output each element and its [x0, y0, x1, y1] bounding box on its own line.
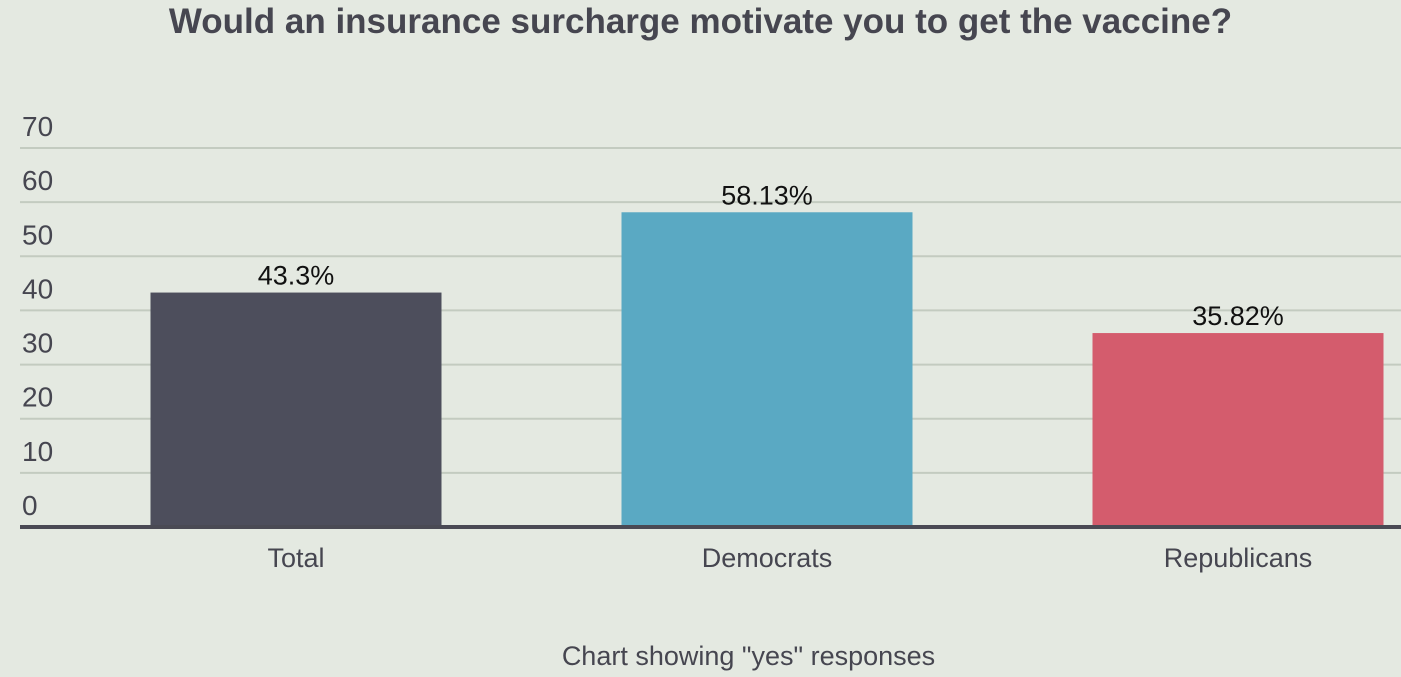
x-axis-ticks: Total Democrats Republicans — [267, 543, 1312, 573]
x-tick-label-total: Total — [267, 543, 324, 573]
bars — [150, 212, 1384, 527]
y-tick-label: 70 — [22, 111, 53, 142]
data-label-democrats: 58.13% — [721, 180, 813, 210]
y-tick-label: 60 — [22, 165, 53, 196]
chart-title: Would an insurance surcharge motivate yo… — [168, 2, 1233, 41]
data-label-total: 43.3% — [258, 261, 335, 291]
data-label-republicans: 35.82% — [1192, 301, 1284, 331]
y-tick-label: 20 — [22, 382, 53, 413]
x-tick-label-democrats: Democrats — [702, 543, 833, 573]
bar-republicans — [1092, 333, 1384, 527]
y-tick-label: 40 — [22, 273, 53, 304]
bar-democrats — [621, 212, 913, 527]
y-axis-ticks: 0 10 20 30 40 50 60 70 — [22, 111, 53, 521]
x-axis-label: Chart showing "yes" responses — [561, 641, 936, 671]
y-tick-label: 30 — [22, 328, 53, 359]
y-tick-label: 0 — [22, 490, 38, 521]
bar-total — [150, 292, 442, 527]
y-tick-label: 50 — [22, 219, 53, 250]
data-labels: 43.3% 58.13% 35.82% — [258, 180, 1284, 331]
x-tick-label-republicans: Republicans — [1164, 543, 1313, 573]
y-tick-label: 10 — [22, 436, 53, 467]
